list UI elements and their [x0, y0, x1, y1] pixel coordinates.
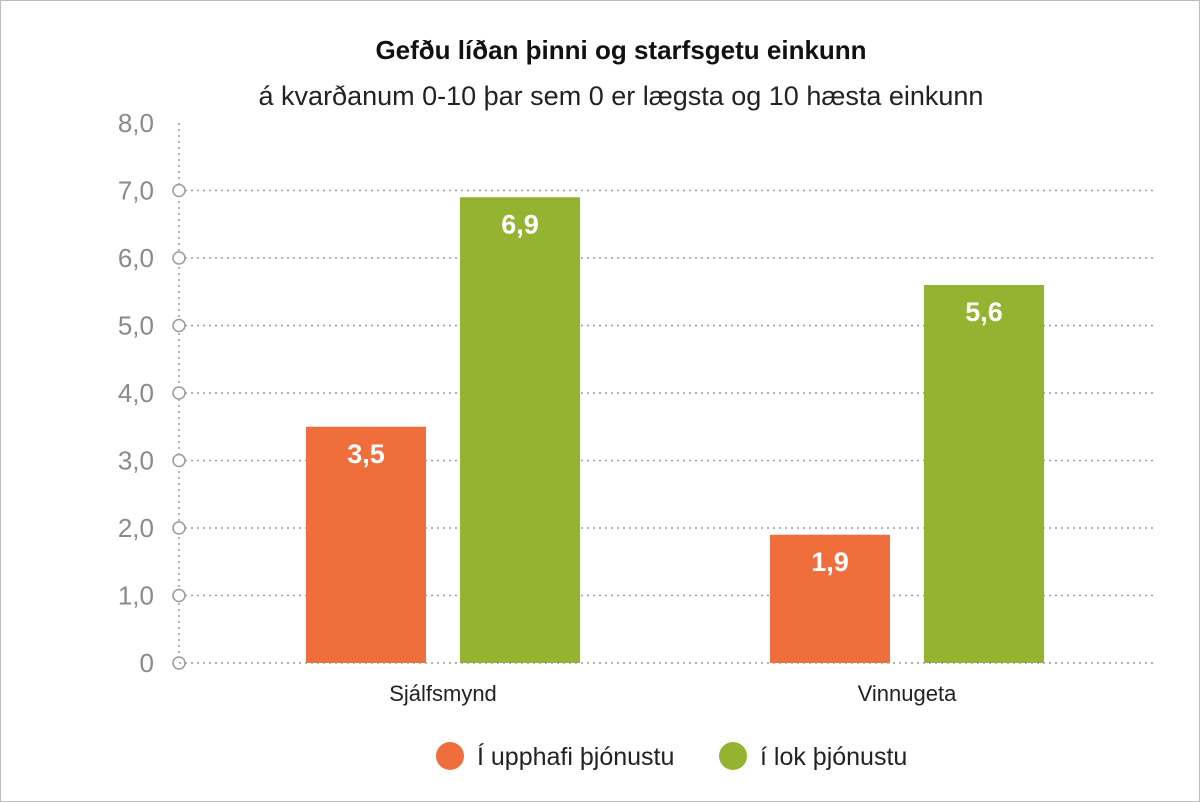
- data-label: 6,9: [501, 209, 539, 239]
- y-tick-label: 2,0: [118, 513, 154, 543]
- chart-subtitle: á kvarðanum 0-10 þar sem 0 er lægsta og …: [259, 81, 984, 111]
- legend-label: Í upphafi þjónustu: [477, 742, 674, 771]
- y-tick-marker: [172, 251, 186, 265]
- y-tick-marker: [172, 318, 186, 333]
- y-tick-label: 6,0: [118, 243, 154, 273]
- data-label: 3,5: [347, 439, 385, 469]
- y-axis: 0 1,0 2,0 3,0 4,0 5,0 6,0 7,0 8,0: [118, 108, 186, 678]
- bar: [770, 534, 890, 663]
- y-tick-marker: [172, 386, 186, 400]
- y-tick-label: 4,0: [118, 378, 154, 408]
- y-tick-label: 3,0: [118, 446, 154, 476]
- x-tick-label: Sjálfsmynd: [389, 681, 497, 706]
- bars: 3,5 6,9 1,9 5,6: [306, 197, 1044, 663]
- legend-marker: [719, 742, 747, 770]
- bar: [460, 197, 580, 663]
- x-axis: Sjálfsmynd Vinnugeta: [179, 662, 1156, 706]
- data-label: 5,6: [965, 297, 1003, 327]
- y-tick-marker: [172, 453, 186, 468]
- y-tick-label: 8,0: [118, 108, 154, 138]
- y-tick-label: 5,0: [118, 311, 154, 341]
- y-tick-marker: [172, 183, 186, 198]
- data-label: 1,9: [811, 547, 849, 577]
- y-tick-marker: [172, 588, 186, 603]
- y-tick-marker: [172, 521, 186, 535]
- bar: [924, 285, 1044, 663]
- legend: Í upphafi þjónustu í lok þjónustu: [436, 742, 907, 771]
- y-tick-label: 7,0: [118, 176, 154, 206]
- y-tick-label: 1,0: [118, 581, 154, 611]
- legend-marker: [436, 742, 464, 770]
- y-tick-label: 0: [140, 648, 154, 678]
- chart-title: Gefðu líðan þinni og starfsgetu einkunn: [375, 35, 866, 65]
- legend-label: í lok þjónustu: [760, 743, 907, 771]
- x-tick-label: Vinnugeta: [858, 681, 957, 706]
- bar: [306, 426, 426, 663]
